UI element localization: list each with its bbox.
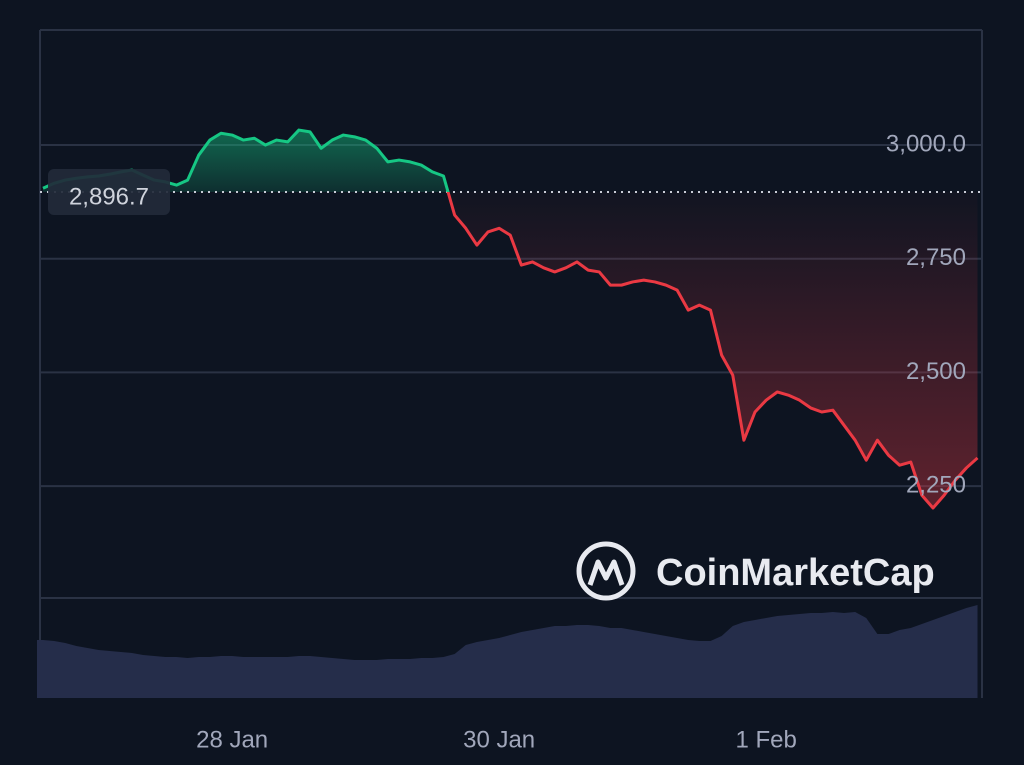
frame bbox=[39, 29, 983, 698]
volume-area bbox=[43, 605, 978, 698]
x-tick-label: 30 Jan bbox=[463, 726, 535, 753]
y-tick-label: 3,000.0 bbox=[886, 130, 966, 157]
area-fill bbox=[43, 130, 978, 508]
x-tick-label: 28 Jan bbox=[196, 726, 268, 753]
y-tick-label: 2,500 bbox=[906, 358, 966, 385]
y-tick-label: 2,250 bbox=[906, 471, 966, 498]
watermark-text: CoinMarketCap bbox=[656, 552, 935, 594]
y-tick-label: 2,750 bbox=[906, 244, 966, 271]
reference-label-box bbox=[48, 169, 170, 216]
logo-m bbox=[587, 559, 625, 586]
reference-label: 2,896.7 bbox=[69, 183, 149, 210]
price-line bbox=[42, 128, 979, 510]
watermark: CoinMarketCap bbox=[576, 541, 935, 601]
x-tick-label: 1 Feb bbox=[735, 726, 796, 753]
logo-ring bbox=[576, 541, 636, 601]
